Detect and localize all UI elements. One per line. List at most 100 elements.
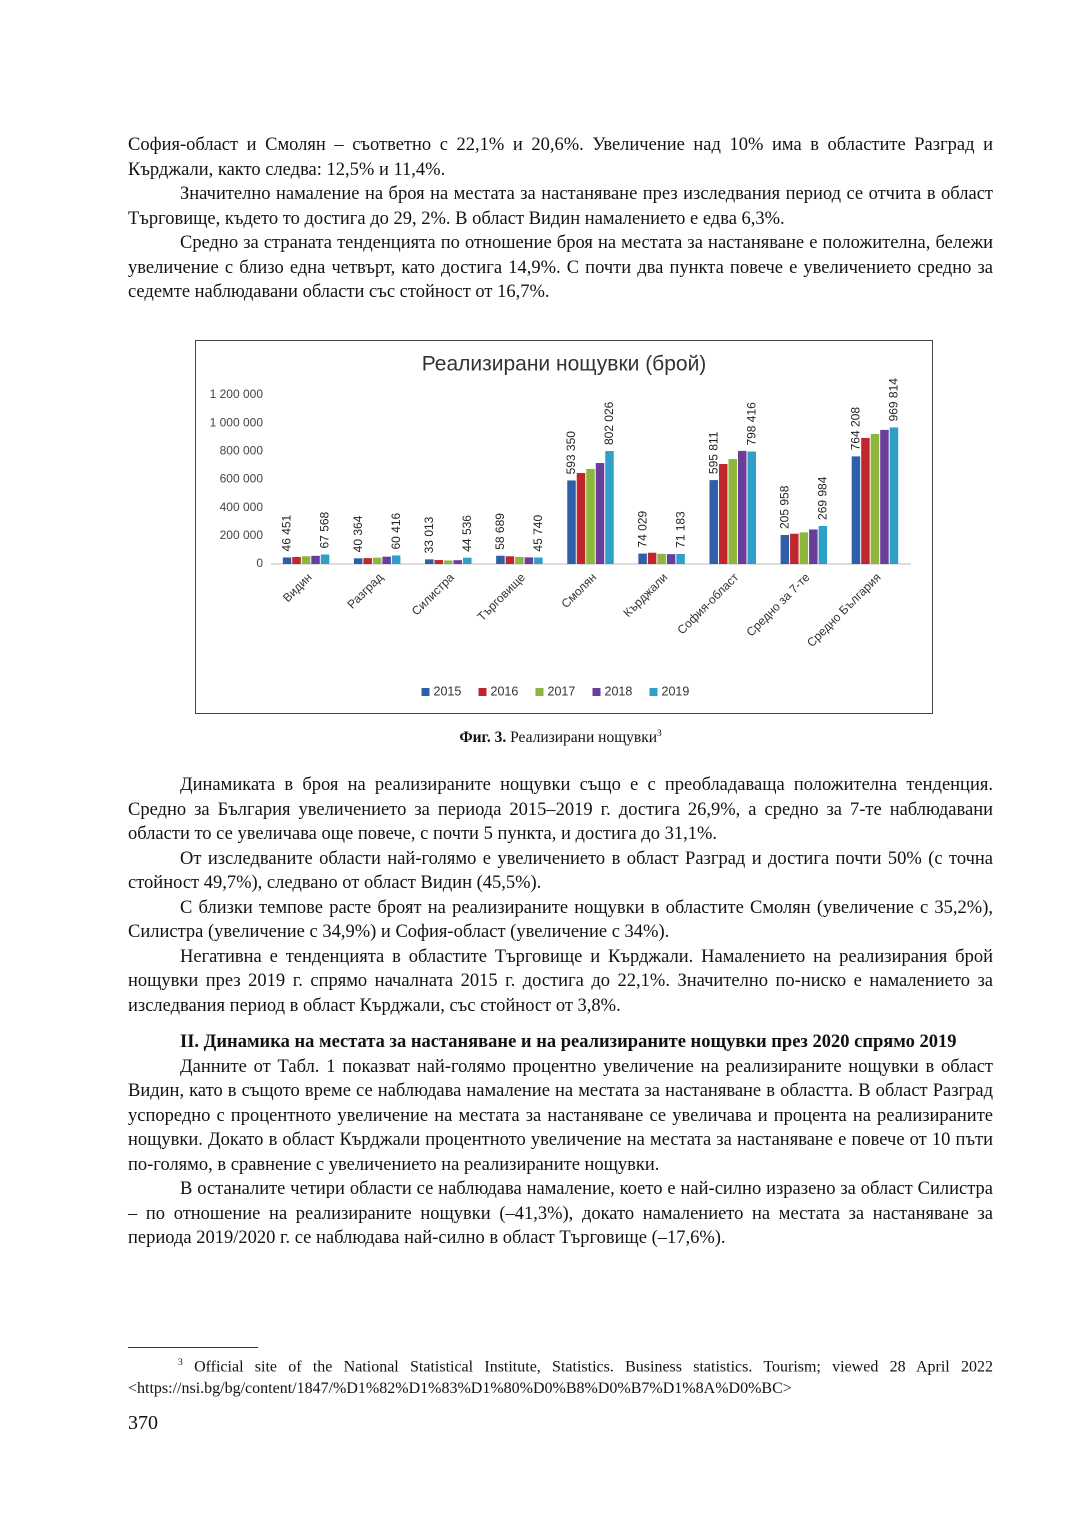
data-label: 595 811	[706, 431, 720, 474]
y-tick-label: 0	[256, 556, 263, 570]
bar	[647, 552, 657, 564]
y-tick-label: 1 000 000	[210, 415, 264, 429]
legend-swatch	[421, 688, 430, 696]
paragraph: Негативна е тенденцията в областите Търг…	[128, 946, 993, 1016]
bar	[638, 553, 647, 564]
figure: Реализирани нощувки (брой) 0 200 000 400 0…	[195, 340, 933, 714]
y-tick-label: 800 000	[220, 444, 264, 458]
bar	[372, 557, 382, 564]
x-tick-label: Видин	[280, 570, 315, 605]
bar	[524, 557, 534, 564]
x-tick-label: Смолян	[558, 570, 599, 611]
bar	[463, 557, 472, 564]
bar	[851, 456, 861, 564]
paragraph: В останалите четири области се наблюдава…	[128, 1179, 993, 1248]
legend-label: 2016	[491, 684, 519, 698]
bar	[391, 555, 401, 564]
bar	[657, 553, 666, 564]
section-heading: II. Динамика на местата за настаняване и…	[180, 1032, 957, 1052]
bar	[505, 556, 515, 564]
bar	[790, 533, 799, 564]
bar	[586, 468, 595, 564]
paragraph: От изследваните области най-голямо е уве…	[128, 848, 993, 894]
footnote-ref: 3	[657, 729, 662, 739]
bar	[747, 451, 756, 564]
bar	[666, 554, 676, 564]
legend-swatch	[649, 688, 658, 696]
data-label: 60 416	[389, 512, 403, 549]
bar	[292, 556, 301, 564]
bar	[282, 557, 292, 564]
y-tick-label: 1 200 000	[210, 387, 264, 401]
bar	[737, 450, 747, 564]
x-tick-label: Кърджали	[621, 570, 671, 620]
paragraph: Динамиката в броя на реализираните нощув…	[128, 775, 993, 844]
data-label: 764 208	[849, 407, 863, 451]
data-label: 74 029	[635, 511, 649, 548]
footnote-rule	[128, 1347, 258, 1348]
x-tick-label: София-област	[674, 570, 741, 637]
caption: Фиг. 3. Реализирани нощувки3	[128, 729, 993, 747]
footnote-text: Official site of the National Statistica…	[128, 1358, 994, 1398]
bar	[453, 560, 463, 564]
data-label: 46 451	[280, 514, 294, 551]
legend-label: 2019	[662, 684, 690, 698]
data-label: 44 536	[460, 515, 474, 552]
chart-title: Реализирани нощувки (брой)	[422, 353, 707, 376]
x-tick-label: Силистра	[409, 570, 457, 618]
bar	[718, 464, 728, 564]
bar	[301, 556, 311, 564]
bar	[889, 427, 899, 564]
bar	[818, 525, 828, 564]
text-block: Динамиката в броя на реализираните нощув…	[128, 773, 993, 1251]
data-label: 40 364	[351, 515, 365, 552]
bar	[320, 554, 330, 564]
bar	[870, 434, 880, 564]
legend-label: 2015	[434, 684, 462, 698]
bar	[353, 558, 363, 564]
data-label: 593 350	[564, 431, 578, 475]
data-label: 802 026	[602, 401, 616, 445]
data-label: 45 740	[531, 515, 545, 552]
bar	[780, 534, 790, 564]
data-label: 67 568	[318, 511, 332, 548]
x-tick-label: Средно за 7-те	[743, 570, 812, 639]
x-tick-label: Средно България	[804, 570, 884, 650]
data-label: 205 958	[778, 485, 792, 529]
bar	[496, 555, 505, 564]
bar	[728, 459, 737, 564]
paragraph: Средно за страната тенденцията по отноше…	[128, 233, 993, 302]
legend-swatch	[478, 688, 487, 696]
bar	[861, 437, 870, 564]
bar	[444, 560, 453, 564]
bar	[425, 559, 434, 564]
footnote-marker: 3	[178, 1357, 183, 1368]
data-label: 969 814	[887, 378, 901, 422]
bar	[809, 529, 818, 564]
data-label: 33 013	[422, 516, 436, 553]
paragraph: Значително намаление на броя на местата …	[128, 184, 993, 229]
y-tick-label: 600 000	[220, 472, 264, 486]
data-label: 798 416	[744, 402, 758, 446]
y-tick-label: 400 000	[220, 500, 264, 514]
bar	[382, 556, 391, 564]
legend-label: 2018	[605, 684, 633, 698]
bar	[567, 480, 576, 564]
data-label: 71 183	[673, 511, 687, 548]
bar	[799, 532, 809, 564]
legend-swatch	[535, 688, 544, 696]
chart: Реализирани нощувки (брой) 0 200 000 400 0…	[210, 353, 911, 698]
bar	[363, 558, 372, 564]
paragraph: С близки темпове расте броят на реализир…	[128, 897, 993, 943]
bar	[515, 556, 524, 564]
bar	[534, 557, 543, 564]
caption-text: Реализирани нощувки	[510, 729, 658, 747]
paragraph: София-област и Смолян – съответно с 22,1…	[128, 135, 993, 180]
x-tick-label: Разград	[345, 570, 386, 611]
paragraph: Данните от Табл. 1 показват най-голямо п…	[128, 1056, 993, 1175]
bar	[676, 553, 685, 564]
caption-label: Фиг. 3.	[459, 729, 507, 747]
bar	[434, 560, 444, 564]
bar	[595, 463, 605, 564]
